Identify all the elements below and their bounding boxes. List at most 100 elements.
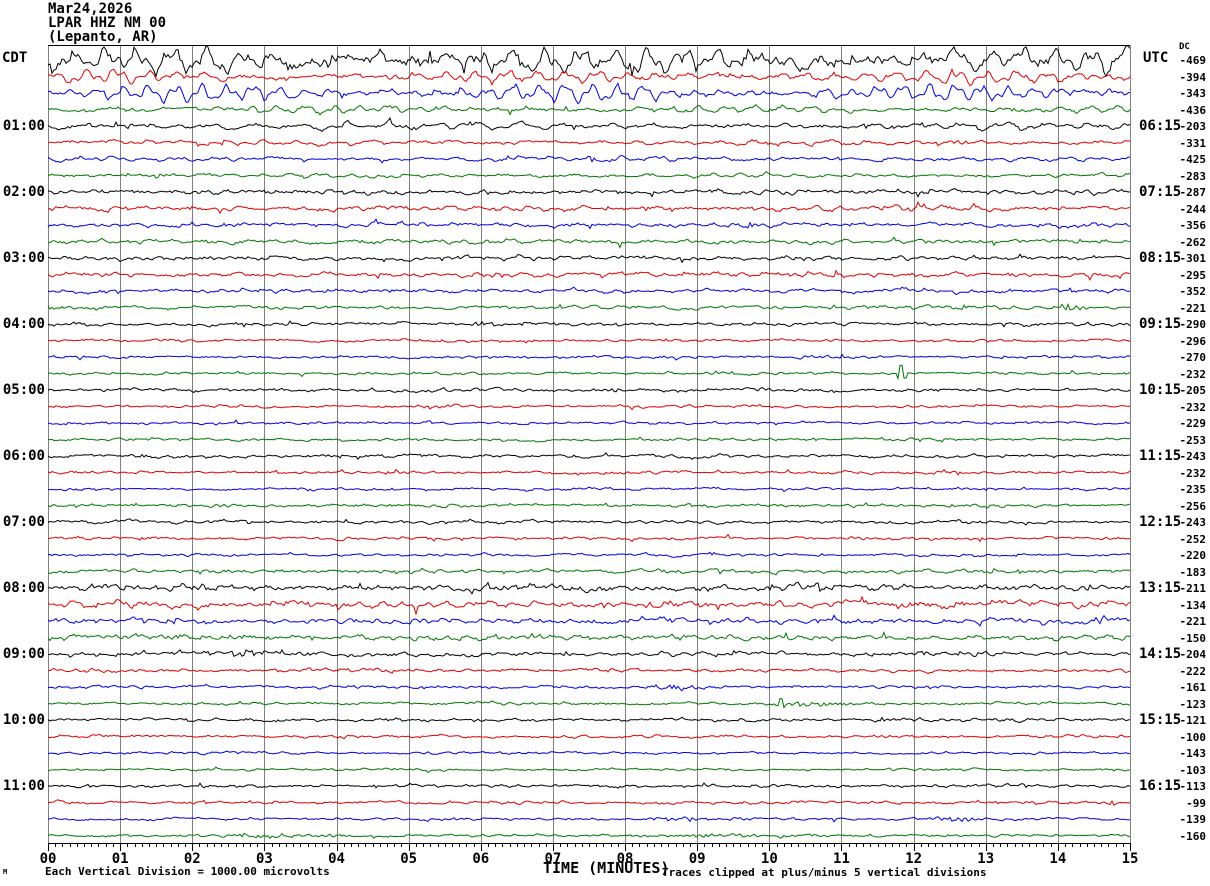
left-time-label: 02:00 <box>2 184 45 200</box>
trace-row-44 <box>47 782 1131 789</box>
utc-time-label: 06:15 <box>1139 118 1182 134</box>
left-time-label: 07:00 <box>2 514 45 530</box>
x-tick-label: 07 <box>544 851 562 867</box>
left-time-label: 09:00 <box>2 646 45 662</box>
x-tick-label: 05 <box>400 851 418 867</box>
trace-row-36 <box>47 648 1131 658</box>
trace-row-39 <box>47 698 1131 709</box>
trace-row-9 <box>47 200 1131 215</box>
dc-offset-value: -203 <box>1179 120 1207 133</box>
trace-row-17 <box>47 338 1131 344</box>
dc-offset-value: -160 <box>1179 829 1207 843</box>
x-tick-label: 08 <box>616 851 634 867</box>
trace-row-10 <box>47 218 1131 230</box>
trace-row-21 <box>47 403 1131 411</box>
dc-offset-value: -270 <box>1179 351 1207 364</box>
utc-time-label: 08:15 <box>1139 250 1182 266</box>
trace-row-26 <box>47 486 1131 493</box>
x-tick-label: 11 <box>833 851 850 867</box>
dc-offset-value: -113 <box>1179 780 1207 793</box>
trace-row-8 <box>47 188 1131 198</box>
dc-offset-value: -331 <box>1179 136 1207 150</box>
dc-offset-value: -425 <box>1179 153 1207 166</box>
title-date: Mar24,2026 <box>48 1 133 17</box>
x-tick-label: 03 <box>255 851 273 867</box>
trace-row-20 <box>47 386 1131 394</box>
dc-offset-value: -99 <box>1186 796 1206 810</box>
trace-row-11 <box>47 236 1131 249</box>
dc-offset-value: -139 <box>1179 813 1207 826</box>
trace-row-3 <box>47 104 1131 116</box>
left-time-label: 04:00 <box>2 316 45 332</box>
dc-offset-value: -229 <box>1179 417 1207 430</box>
dc-offset-value: -343 <box>1179 87 1207 100</box>
trace-row-24 <box>47 452 1131 461</box>
dc-offset-value: -150 <box>1179 631 1207 645</box>
x-tick-label: 12 <box>905 851 923 867</box>
title-station: LPAR HHZ NM 00 <box>48 15 167 31</box>
dc-offset-value: -220 <box>1179 549 1207 562</box>
x-tick-label: 09 <box>688 851 706 867</box>
trace-row-19 <box>47 364 1131 381</box>
trace-row-34 <box>47 614 1131 627</box>
left-time-label: 08:00 <box>2 580 45 596</box>
trace-row-18 <box>47 353 1131 361</box>
dc-offset-value: -244 <box>1179 202 1207 216</box>
trace-row-5 <box>47 138 1131 147</box>
left-time-label: 01:00 <box>2 118 45 134</box>
right-timezone-label: UTC <box>1143 50 1169 66</box>
left-timezone-label: CDT <box>2 50 28 66</box>
dc-offset-value: -295 <box>1179 268 1207 282</box>
left-time-label: 10:00 <box>2 712 45 728</box>
trace-row-28 <box>47 518 1131 526</box>
dc-offset-value: -252 <box>1179 532 1207 546</box>
utc-time-label: 13:15 <box>1139 580 1182 596</box>
trace-row-23 <box>47 436 1131 443</box>
dc-offset-value: -232 <box>1179 367 1207 381</box>
dc-offset-value: -356 <box>1179 219 1207 232</box>
dc-offset-value: -161 <box>1179 681 1207 694</box>
x-tick-label: 13 <box>977 851 995 867</box>
trace-row-42 <box>47 750 1131 756</box>
dc-offset-value: -235 <box>1179 483 1207 496</box>
dc-offset-value: -283 <box>1179 169 1207 183</box>
x-tick-label: 14 <box>1049 851 1067 867</box>
dc-offset-value: -256 <box>1179 499 1207 513</box>
utc-time-label: 14:15 <box>1139 646 1182 662</box>
dc-offset-value: -352 <box>1179 285 1207 298</box>
utc-time-label: 09:15 <box>1139 316 1182 332</box>
trace-row-40 <box>47 716 1131 724</box>
x-tick-label: 02 <box>183 851 201 867</box>
dc-offset-value: -287 <box>1179 186 1207 199</box>
trace-row-46 <box>47 816 1131 823</box>
trace-row-6 <box>47 154 1130 164</box>
title-location: (Lepanto, AR) <box>48 29 158 45</box>
trace-row-14 <box>47 286 1131 296</box>
vertical-division-note: Each Vertical Division = 1000.00 microvo… <box>45 865 330 878</box>
trace-row-12 <box>47 253 1131 264</box>
x-tick-label: 15 <box>1121 851 1139 867</box>
dc-offset-value: -100 <box>1179 730 1207 744</box>
utc-time-label: 15:15 <box>1139 712 1182 728</box>
trace-row-33 <box>47 595 1131 616</box>
trace-row-45 <box>47 799 1131 806</box>
utc-time-label: 10:15 <box>1139 382 1182 398</box>
x-tick-label: 06 <box>472 851 490 867</box>
dc-offset-value: -221 <box>1179 615 1207 628</box>
left-time-label: 03:00 <box>2 250 45 266</box>
dc-offset-value: -205 <box>1179 384 1207 397</box>
dc-offset-value: -394 <box>1179 70 1207 84</box>
trace-row-29 <box>47 533 1131 543</box>
dc-offset-value: -211 <box>1179 582 1207 595</box>
trace-row-2 <box>47 82 1131 105</box>
trace-row-32 <box>47 581 1131 595</box>
trace-row-16 <box>47 320 1131 328</box>
trace-row-4 <box>47 116 1131 132</box>
dc-offset-value: -290 <box>1179 318 1207 331</box>
trace-row-38 <box>47 683 1131 692</box>
dc-offset-value: -232 <box>1179 466 1207 480</box>
dc-offset-value: -204 <box>1179 648 1207 661</box>
dc-offset-value: -143 <box>1179 747 1207 760</box>
left-time-label: 05:00 <box>2 382 45 398</box>
